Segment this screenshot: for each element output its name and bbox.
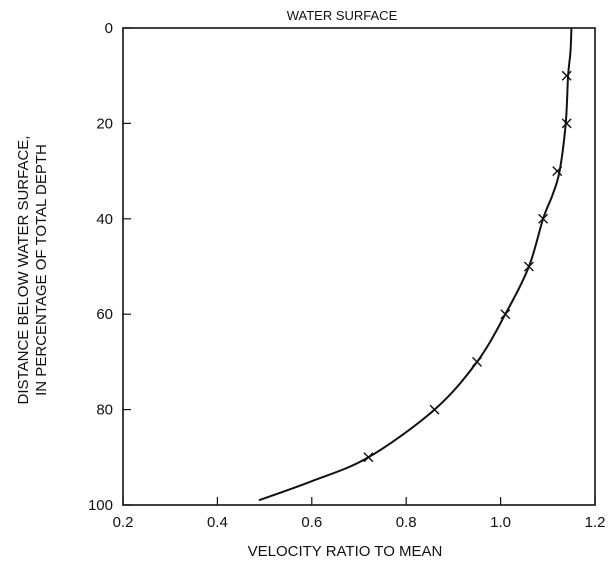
data-point-stroke xyxy=(523,261,534,272)
velocity-profile-curve xyxy=(258,27,573,502)
y-axis-title-line-2: IN PERCENTAGE OF TOTAL DEPTH xyxy=(33,144,50,396)
data-point-stroke xyxy=(363,452,374,463)
y-tick-label: 40 xyxy=(96,211,113,228)
y-tick-label: 0 xyxy=(105,20,113,37)
data-point-stroke xyxy=(561,70,572,81)
data-point xyxy=(538,213,549,224)
data-point-stroke xyxy=(472,356,482,367)
data-point xyxy=(500,309,511,320)
x-axis-title: VELOCITY RATIO TO MEAN xyxy=(248,543,443,560)
data-point xyxy=(429,404,440,415)
y-tick-label: 20 xyxy=(96,115,113,132)
y-axis-title: DISTANCE BELOW WATER SURFACE, IN PERCENT… xyxy=(15,136,50,405)
curve-layer xyxy=(258,27,573,502)
x-tick-label: 0.8 xyxy=(396,514,417,531)
data-point-stroke xyxy=(538,213,549,224)
x-tick-label: 0.4 xyxy=(207,514,228,531)
data-point-stroke xyxy=(429,404,440,415)
data-point xyxy=(561,70,572,81)
y-axis-title-line-1: DISTANCE BELOW WATER SURFACE, xyxy=(15,136,32,405)
x-tick-label: 1.2 xyxy=(585,514,606,531)
data-point xyxy=(561,118,572,129)
data-point xyxy=(523,261,534,272)
x-tick-label: 0.6 xyxy=(301,514,322,531)
data-point xyxy=(472,356,482,367)
data-point xyxy=(363,452,374,463)
y-tick-label: 60 xyxy=(96,306,113,323)
top-label: WATER SURFACE xyxy=(287,8,398,23)
x-tick-label: 0.2 xyxy=(113,514,134,531)
points-layer xyxy=(363,70,572,463)
data-point xyxy=(552,166,563,177)
axes-group: 0.2 0.4 0.6 0.8 1.0 1.2 0 20 40 60 80 100 xyxy=(88,20,605,531)
data-point-stroke xyxy=(500,309,511,320)
y-tick-label: 80 xyxy=(96,402,113,419)
y-tick-label: 100 xyxy=(88,497,113,514)
data-point-stroke xyxy=(552,166,563,177)
plot-frame xyxy=(122,27,596,506)
data-point-stroke xyxy=(561,118,572,129)
x-tick-label: 1.0 xyxy=(490,514,511,531)
